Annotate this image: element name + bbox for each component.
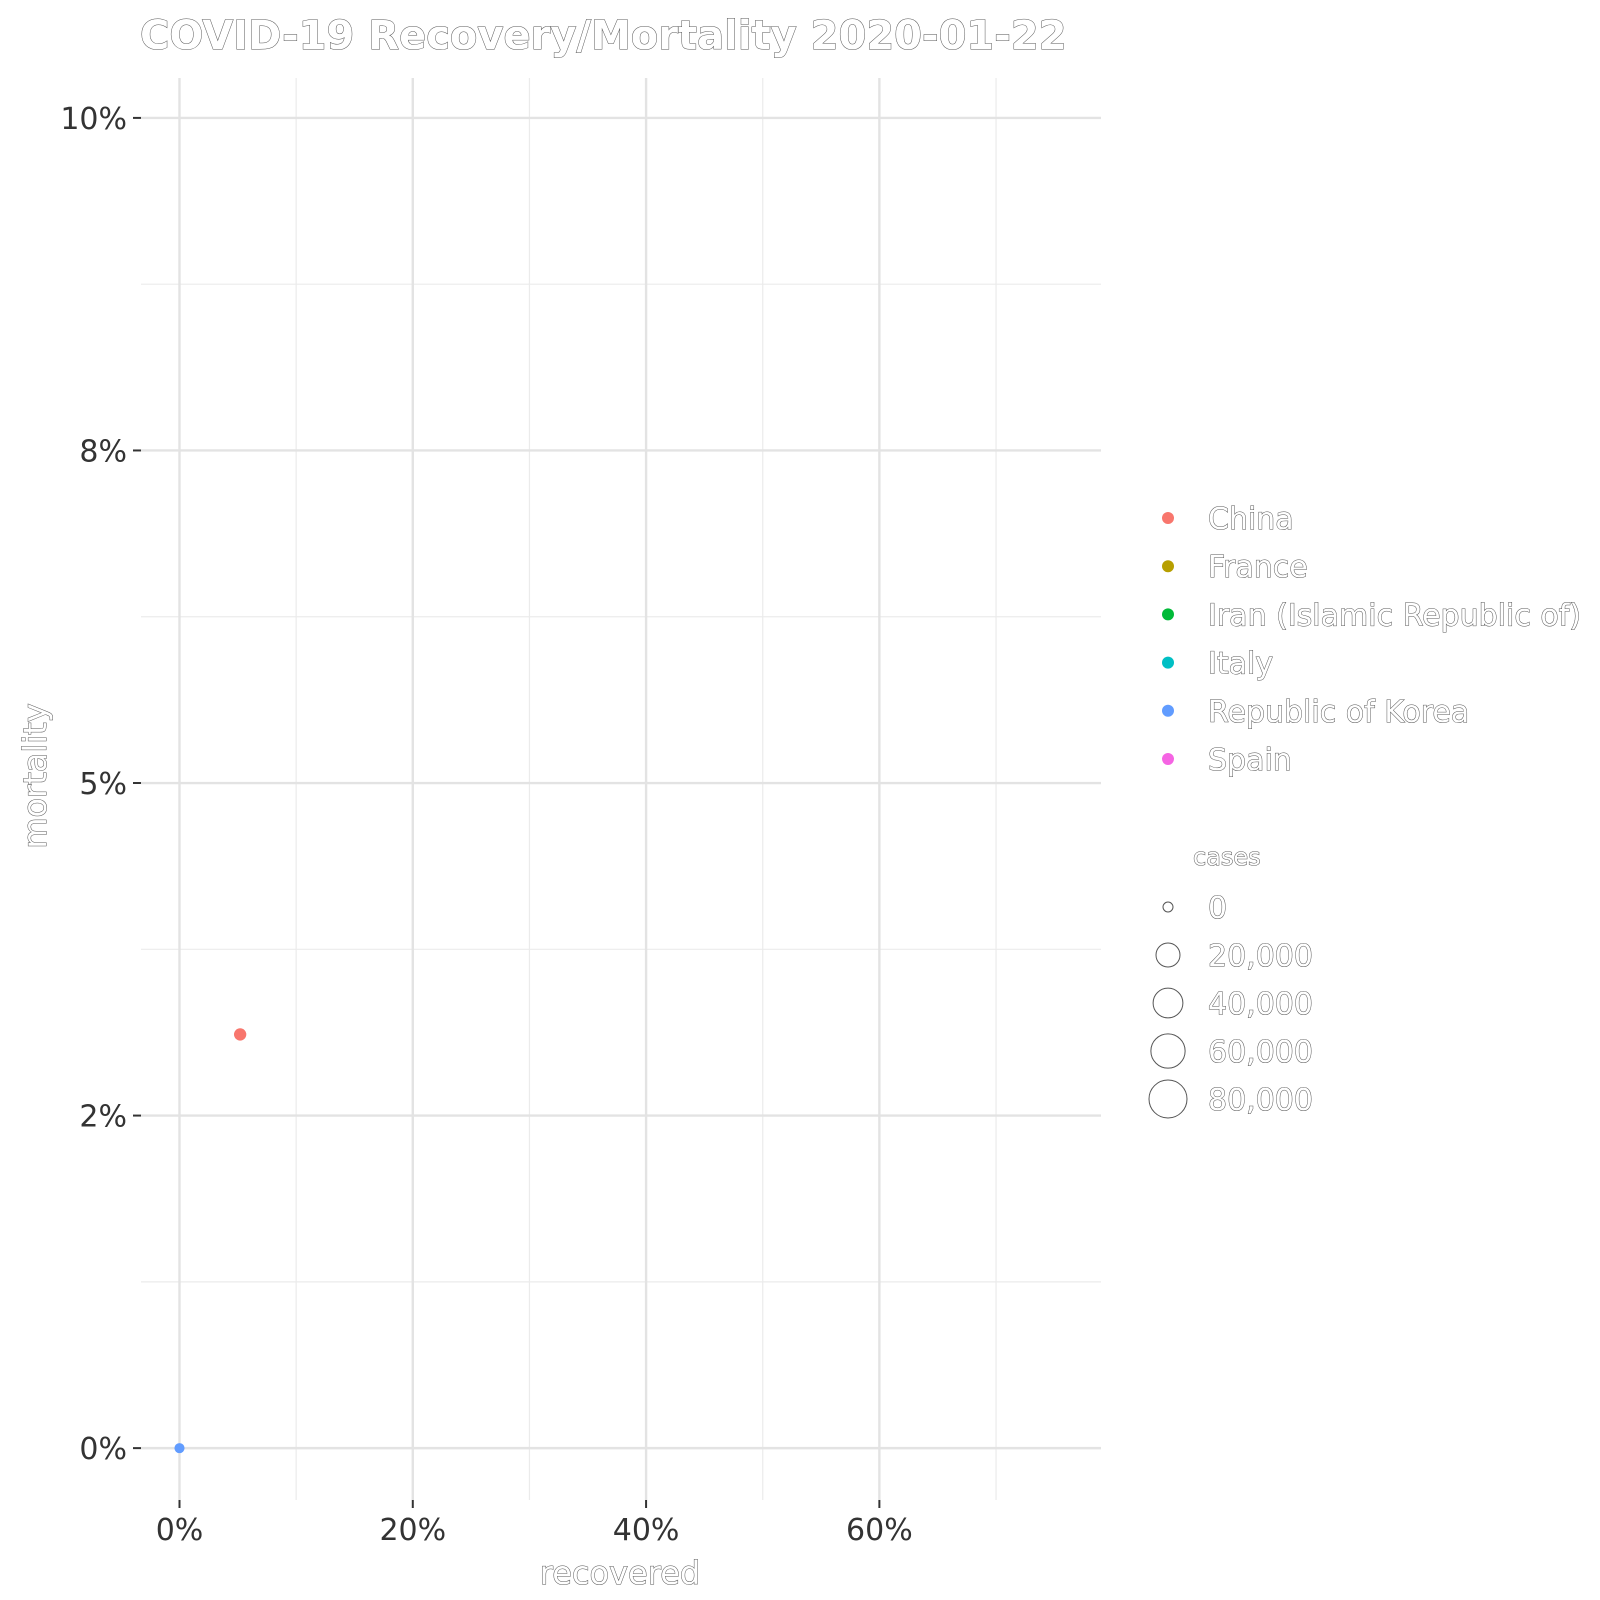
legend-key (1162, 608, 1174, 621)
y-tick-label: 8% (79, 434, 127, 469)
legend-label: Italy (1208, 647, 1273, 682)
y-tick-label: 0% (79, 1432, 127, 1467)
size-legend-label: 60,000 (1208, 1035, 1313, 1070)
legend-key (1162, 704, 1174, 717)
size-legend-label: 40,000 (1208, 987, 1313, 1022)
y-tick-label: 10% (60, 102, 127, 137)
size-legend-label: 0 (1208, 891, 1227, 926)
y-tick-label: 2% (79, 1100, 127, 1135)
legend-label: China (1208, 502, 1294, 537)
size-legend-key (1148, 1079, 1188, 1119)
size-legend-label: 20,000 (1208, 939, 1313, 974)
legend-label: Spain (1208, 743, 1292, 778)
data-point (174, 1443, 185, 1454)
y-axis-label: mortality (16, 703, 54, 848)
legend-label: France (1208, 550, 1308, 585)
data-point (233, 1028, 247, 1041)
x-tick-label: 40% (613, 1513, 680, 1548)
size-legend-key (1150, 1033, 1186, 1069)
size-legend-key (1152, 987, 1184, 1019)
size-legend-key (1162, 901, 1174, 913)
y-tick-label: 5% (79, 767, 127, 802)
size-legend-key (1155, 942, 1181, 968)
x-tick-label: 60% (846, 1513, 913, 1548)
size-legend-title: cases (1193, 843, 1261, 871)
legend: China France Iran (Islamic Republic of) Ita… (1148, 502, 1581, 1119)
chart-title: COVID-19 Recovery/Mortality 2020-01-22 (140, 13, 1067, 59)
legend-label: Republic of Korea (1208, 695, 1469, 730)
legend-key (1162, 656, 1174, 669)
size-legend-label: 80,000 (1208, 1083, 1313, 1118)
legend-key (1162, 560, 1174, 573)
legend-key (1162, 512, 1174, 524)
x-tick-label: 20% (379, 1513, 446, 1548)
plot-area: 0% 2% 5% 8% 10% 0% 20% 40% 60% (60, 78, 1101, 1548)
legend-label: Iran (Islamic Republic of) (1208, 598, 1581, 633)
x-tick-label: 0% (156, 1513, 204, 1548)
x-axis-label: recovered (540, 1554, 700, 1592)
legend-key (1162, 753, 1174, 765)
